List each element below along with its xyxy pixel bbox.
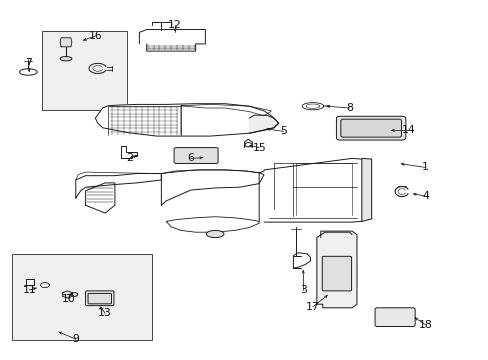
- Polygon shape: [85, 183, 115, 213]
- Polygon shape: [161, 170, 264, 205]
- FancyBboxPatch shape: [374, 308, 414, 327]
- Polygon shape: [121, 146, 137, 158]
- Ellipse shape: [72, 293, 78, 296]
- Text: 2: 2: [126, 153, 133, 163]
- Text: 1: 1: [421, 162, 428, 172]
- Text: 3: 3: [299, 285, 306, 295]
- FancyBboxPatch shape: [174, 148, 218, 163]
- Text: 17: 17: [305, 302, 319, 312]
- Polygon shape: [76, 174, 161, 198]
- Text: 4: 4: [421, 191, 428, 201]
- Text: 8: 8: [346, 103, 352, 113]
- Text: 6: 6: [187, 153, 194, 163]
- FancyBboxPatch shape: [322, 256, 351, 291]
- Text: 5: 5: [280, 126, 286, 136]
- Text: 18: 18: [418, 320, 431, 330]
- Polygon shape: [316, 231, 356, 308]
- Polygon shape: [249, 115, 278, 133]
- Polygon shape: [24, 279, 34, 286]
- Polygon shape: [361, 158, 371, 221]
- Ellipse shape: [20, 69, 37, 75]
- Ellipse shape: [206, 230, 224, 238]
- Polygon shape: [166, 217, 259, 232]
- Text: 10: 10: [61, 294, 75, 304]
- Text: 7: 7: [25, 58, 32, 68]
- Bar: [41, 31, 127, 110]
- Text: 14: 14: [401, 125, 414, 135]
- Text: 9: 9: [72, 334, 79, 344]
- Polygon shape: [62, 291, 72, 298]
- Polygon shape: [60, 38, 72, 47]
- Ellipse shape: [244, 143, 251, 147]
- Text: 11: 11: [22, 285, 36, 295]
- Text: 13: 13: [98, 308, 112, 318]
- Text: 12: 12: [168, 20, 182, 30]
- Polygon shape: [259, 158, 361, 222]
- Ellipse shape: [60, 57, 72, 61]
- FancyBboxPatch shape: [88, 293, 111, 304]
- Text: 15: 15: [252, 143, 265, 153]
- FancyBboxPatch shape: [336, 116, 405, 140]
- Text: 16: 16: [88, 31, 102, 41]
- Polygon shape: [95, 104, 278, 136]
- FancyBboxPatch shape: [340, 119, 401, 137]
- FancyBboxPatch shape: [85, 291, 114, 306]
- Bar: [12, 254, 151, 340]
